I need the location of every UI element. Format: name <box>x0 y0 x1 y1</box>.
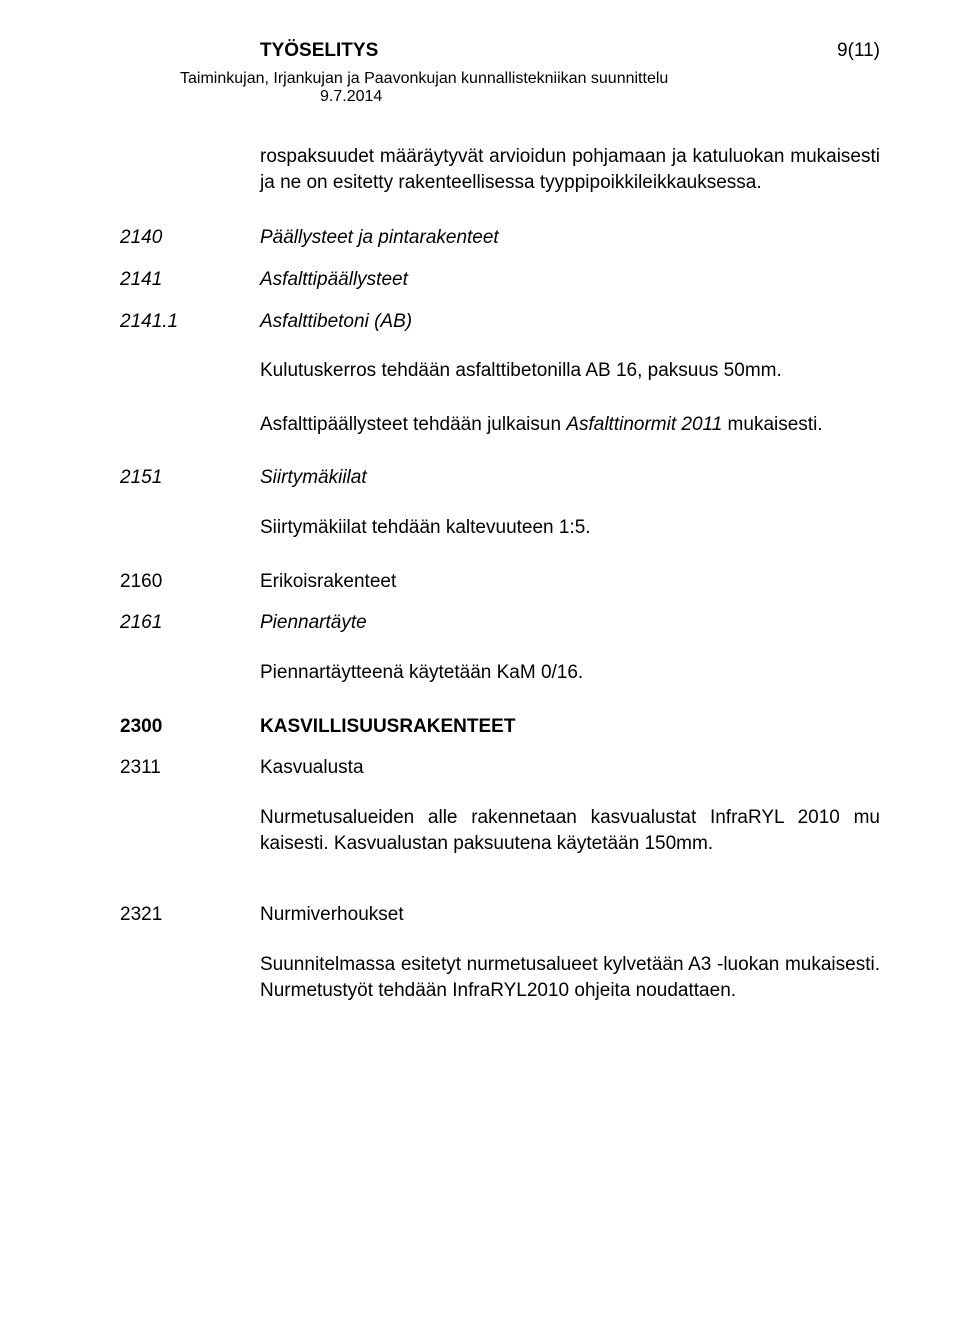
section-row: 2140 Päällysteet ja pintarakenteet <box>120 225 880 251</box>
section-row: 2300 KASVILLISUUSRAKENTEET <box>120 714 880 740</box>
section-code: 2300 <box>120 714 260 740</box>
section-label: Kasvualusta <box>260 755 880 781</box>
section-row: 2151 Siirtymäkiilat <box>120 465 880 491</box>
body-paragraph: Suunnitelmassa esitetyt nurmetusalueet k… <box>260 952 880 1003</box>
document-header: TYÖSELITYS 9(11) Taiminkujan, Irjankujan… <box>120 40 880 106</box>
section-code: 2321 <box>120 902 260 928</box>
section-code: 2160 <box>120 569 260 595</box>
document-title: TYÖSELITYS <box>260 40 378 62</box>
section-code: 2161 <box>120 610 260 636</box>
document-content: rospaksuudet määräytyvät arvioidun pohja… <box>120 144 880 1003</box>
section-label: Piennartäyte <box>260 610 880 636</box>
section-label: Nurmiverhoukset <box>260 902 880 928</box>
page-number: 9(11) <box>837 40 880 62</box>
section-label: Asfalttibetoni (AB) <box>260 309 880 335</box>
body-paragraph: Asfalttipäällysteet tehdään julkaisun As… <box>260 412 880 438</box>
section-code: 2151 <box>120 465 260 491</box>
section-code: 2140 <box>120 225 260 251</box>
section-label: KASVILLISUUSRAKENTEET <box>260 714 880 740</box>
section-label: Erikoisrakenteet <box>260 569 880 595</box>
section-label: Siirtymäkiilat <box>260 465 880 491</box>
section-code: 2311 <box>120 755 260 781</box>
section-row: 2160 Erikoisrakenteet <box>120 569 880 595</box>
section-row: 2161 Piennartäyte <box>120 610 880 636</box>
document-date: 9.7.2014 <box>320 88 880 106</box>
section-code: 2141.1 <box>120 309 260 335</box>
intro-paragraph: rospaksuudet määräytyvät arvioidun pohja… <box>260 144 880 195</box>
body-paragraph: Siirtymäkiilat tehdään kaltevuuteen 1:5. <box>260 515 880 541</box>
text-run: Asfalttipäällysteet tehdään julkaisun <box>260 414 566 435</box>
section-label: Päällysteet ja pintarakenteet <box>260 225 880 251</box>
body-paragraph: Kulutuskerros tehdään asfalttibetonilla … <box>260 358 880 384</box>
body-paragraph: Piennartäytteenä käytetään KaM 0/16. <box>260 660 880 686</box>
text-emphasis: Asfalttinormit 2011 <box>566 414 722 435</box>
section-label: Asfalttipäällysteet <box>260 267 880 293</box>
section-row: 2321 Nurmiverhoukset <box>120 902 880 928</box>
header-top-row: TYÖSELITYS 9(11) <box>120 40 880 62</box>
section-code: 2141 <box>120 267 260 293</box>
section-row: 2141.1 Asfalttibetoni (AB) <box>120 309 880 335</box>
section-row: 2141 Asfalttipäällysteet <box>120 267 880 293</box>
section-row: 2311 Kasvualusta <box>120 755 880 781</box>
document-subtitle: Taiminkujan, Irjankujan ja Paavonkujan k… <box>180 70 880 88</box>
text-run: mukaisesti. <box>722 414 822 435</box>
body-paragraph: Nurmetusalueiden alle rakennetaan kasvua… <box>260 805 880 856</box>
document-page: TYÖSELITYS 9(11) Taiminkujan, Irjankujan… <box>0 0 960 1325</box>
